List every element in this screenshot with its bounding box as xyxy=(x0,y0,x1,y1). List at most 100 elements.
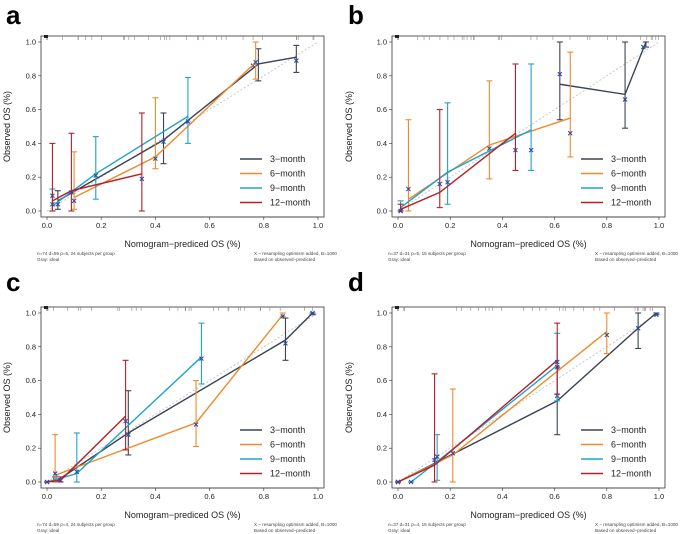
corrected-point xyxy=(93,173,99,178)
x-tick-label: 0.0 xyxy=(393,221,403,230)
x-axis: 0.0 0.2 0.4 0.6 0.8 1.0 xyxy=(393,216,664,230)
footnote-right: Based on observed−predicted xyxy=(254,528,316,533)
legend-label: 6−month xyxy=(611,440,646,450)
x-tick-label: 0.8 xyxy=(259,492,269,501)
x-tick-label: 0.8 xyxy=(259,221,269,230)
corrected-point xyxy=(437,181,443,187)
footnote-right: X − resampling optimism added, B=1000 xyxy=(254,251,337,256)
footnote-left: Gray: ideal xyxy=(388,528,410,533)
panel-d: d 0.0 0.2 0.4 0.6 0.8 1.0 0.0 0.2 0.4 0.6 0.8 1.0 Nom… xyxy=(344,267,678,533)
corrected-point xyxy=(635,325,641,331)
x-axis: 0.0 0.2 0.4 0.6 0.8 1.0 xyxy=(42,487,323,501)
corrected-point xyxy=(604,332,610,338)
series-6-month xyxy=(52,312,286,483)
footnote-right: Based on observed−predicted xyxy=(254,257,316,262)
panel-a: a 0.0 0.2 0.4 0.6 0.8 1.0 0.0 0.2 0.4 0.6 0.8 1.0 Nom… xyxy=(2,0,337,262)
x-tick-label: 0.6 xyxy=(549,221,559,230)
y-tick-label: 0.6 xyxy=(377,376,387,385)
panel-c: c 0.0 0.2 0.4 0.6 0.8 1.0 0.0 0.2 0.4 0.6 0.8 1.0 Nom… xyxy=(2,267,337,533)
legend-label: 9−month xyxy=(270,183,305,193)
x-axis-title: Nomogram−prediced OS (%) xyxy=(124,239,240,249)
legend-label: 12−month xyxy=(611,198,651,208)
x-tick-label: 0.8 xyxy=(602,221,612,230)
x-tick-label: 0.8 xyxy=(602,492,612,501)
panel-letter: a xyxy=(6,0,21,30)
series-3-month xyxy=(556,41,649,129)
rug-cluster xyxy=(44,306,48,309)
corrected-point xyxy=(253,59,259,65)
x-axis: 0.0 0.2 0.4 0.6 0.8 1.0 xyxy=(393,487,664,501)
legend-label: 6−month xyxy=(270,440,305,450)
corrected-point xyxy=(528,147,534,153)
legend: 3−month 6−month 9−month 12−month xyxy=(240,425,310,479)
footnote-right: Based on observed−predicted xyxy=(595,528,657,533)
y-axis: 0.0 0.2 0.4 0.6 0.8 1.0 xyxy=(26,38,41,216)
series-12-month xyxy=(395,322,561,485)
series-line xyxy=(397,312,657,483)
ideal-line xyxy=(46,41,319,212)
y-axis: 0.0 0.2 0.4 0.6 0.8 1.0 xyxy=(377,38,392,216)
footnote-left: n=37 d=31 p=5, 15 subjects per group xyxy=(388,251,466,256)
legend-label: 12−month xyxy=(270,469,310,479)
x-tick-label: 0.0 xyxy=(42,492,52,501)
corrected-point xyxy=(513,147,518,153)
series-12-month xyxy=(49,112,145,212)
y-tick-label: 0.2 xyxy=(26,173,36,182)
corrected-point xyxy=(622,97,628,102)
y-tick-label: 0.0 xyxy=(377,478,387,487)
x-tick-label: 1.0 xyxy=(313,492,323,501)
corrected-point xyxy=(74,469,80,475)
y-tick-label: 0.0 xyxy=(26,478,36,487)
x-axis-title: Nomogram−prediced OS (%) xyxy=(124,510,240,520)
footnote-right: X − resampling optimism added, B=1000 xyxy=(254,522,337,527)
corrected-point xyxy=(52,471,58,476)
legend-label: 9−month xyxy=(611,183,646,193)
corrected-point xyxy=(71,198,77,204)
x-tick-label: 0.4 xyxy=(497,221,507,230)
legend-label: 12−month xyxy=(270,198,310,208)
corrected-point xyxy=(50,201,55,207)
corrected-point xyxy=(408,479,414,485)
corrected-point xyxy=(125,432,131,438)
series-3-month xyxy=(54,44,300,210)
corrected-point xyxy=(432,457,437,463)
footnote-left: n=74 d=59 p=5, 24 subjects per group xyxy=(37,251,115,256)
x-tick-label: 0.6 xyxy=(204,221,214,230)
corrected-point xyxy=(55,201,61,207)
panel-b: b 0.0 0.2 0.4 0.6 0.8 1.0 0.0 0.2 0.4 0.6 0.8 1.0 Nom… xyxy=(344,0,678,262)
y-tick-label: 0.6 xyxy=(26,376,36,385)
y-axis-title: Observed OS (%) xyxy=(2,362,12,433)
corrected-point xyxy=(193,422,199,427)
rug-cluster xyxy=(395,35,399,38)
y-axis-title: Observed OS (%) xyxy=(2,91,12,162)
y-tick-label: 1.0 xyxy=(26,309,36,318)
y-tick-label: 0.4 xyxy=(26,139,36,148)
footnote-right: X − resampling optimism added, B=1000 xyxy=(595,251,678,256)
footnote-left: Gray: ideal xyxy=(37,257,59,262)
panel-letter: c xyxy=(6,267,20,297)
legend-label: 6−month xyxy=(611,169,646,179)
series-12-month xyxy=(397,63,519,214)
x-axis-title: Nomogram−prediced OS (%) xyxy=(470,239,586,249)
corrected-point xyxy=(161,139,166,145)
panel-letter: d xyxy=(348,267,364,297)
y-tick-label: 0.2 xyxy=(377,173,387,182)
y-tick-label: 0.8 xyxy=(377,71,387,80)
corrected-point xyxy=(293,58,299,63)
legend-label: 9−month xyxy=(611,454,646,464)
legend-label: 9−month xyxy=(270,454,305,464)
corrected-point xyxy=(557,71,563,77)
y-tick-label: 0.4 xyxy=(377,139,387,148)
legend-label: 6−month xyxy=(270,169,305,179)
corrected-point xyxy=(445,179,450,185)
corrected-point xyxy=(139,176,145,182)
footnote-left: Gray: ideal xyxy=(37,528,59,533)
y-tick-label: 0.2 xyxy=(26,444,36,453)
y-tick-label: 0.4 xyxy=(377,410,387,419)
corrected-point xyxy=(654,312,659,318)
panel-letter: b xyxy=(348,0,364,30)
x-tick-label: 0.4 xyxy=(150,492,160,501)
series-9-month xyxy=(408,332,561,485)
